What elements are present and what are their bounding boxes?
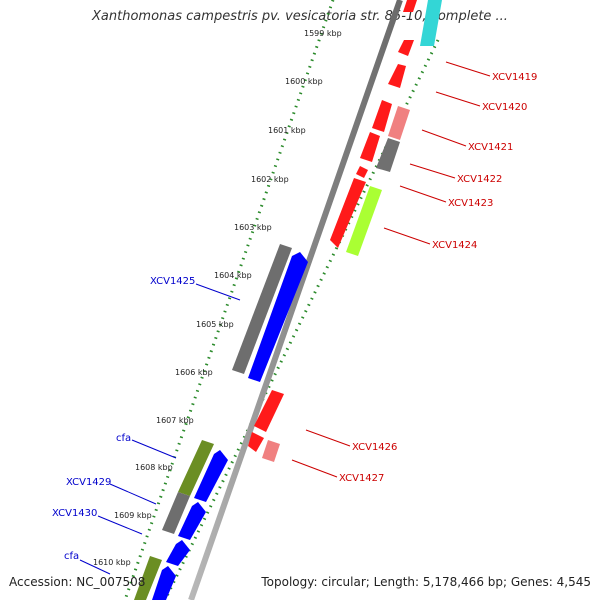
gene-label-xcv1430[interactable]: XCV1430 (52, 508, 97, 519)
tick-label-1607: 1607 kbp (156, 416, 194, 425)
tick-label-1604: 1604 kbp (214, 271, 252, 280)
outer-dotted-track (163, 39, 440, 600)
gene-gray (376, 138, 400, 172)
tick-label-1601: 1601 kbp (268, 126, 306, 135)
forward-features (134, 244, 308, 600)
forward-labels: XCV1425 cfa XCV1429 XCV1430 cfa (52, 276, 195, 562)
tick-label-1610: 1610 kbp (93, 558, 131, 567)
tick-label-1600: 1600 kbp (285, 77, 323, 86)
gene-label-xcv1424[interactable]: XCV1424 (432, 240, 477, 251)
callout-lines (79, 61, 491, 575)
tick-label-1602: 1602 kbp (251, 175, 289, 184)
gene-red (403, 0, 417, 12)
gene-pink (388, 106, 410, 140)
gene-label-xcv1420[interactable]: XCV1420 (482, 102, 527, 113)
tick-label-1609: 1609 kbp (114, 511, 152, 520)
tick-label-1608: 1608 kbp (135, 463, 173, 472)
gene-blue (194, 450, 228, 502)
scale-ticks: 1599 kbp 1600 kbp 1601 kbp 1602 kbp 1603… (93, 29, 342, 567)
gene-label-xcv1422[interactable]: XCV1422 (457, 174, 502, 185)
gene-red (360, 132, 380, 162)
gene-pink (262, 440, 280, 462)
tick-label-1603: 1603 kbp (234, 223, 272, 232)
gene-red (398, 40, 414, 56)
reverse-labels: XCV1419 XCV1420 XCV1421 XCV1422 XCV1423 … (339, 72, 537, 484)
gene-label-xcv1427[interactable]: XCV1427 (339, 473, 384, 484)
backbone (188, 0, 403, 600)
gene-label-xcv1429[interactable]: XCV1429 (66, 477, 111, 488)
gene-red (372, 100, 392, 132)
accession-label: Accession: NC_007508 (9, 575, 146, 589)
gene-gray (232, 244, 292, 374)
inner-dotted-track (123, 0, 335, 600)
tick-label-1599: 1599 kbp (304, 29, 342, 38)
gene-red (254, 390, 284, 432)
gene-red (330, 178, 366, 248)
gene-olive (178, 440, 214, 496)
tick-label-1606: 1606 kbp (175, 368, 213, 377)
gene-olive (134, 556, 162, 600)
gene-label-cfa[interactable]: cfa (116, 433, 131, 444)
gene-gray (162, 492, 190, 534)
gene-blue (178, 502, 206, 540)
gene-blue (248, 252, 308, 382)
gene-blue (152, 566, 176, 600)
gene-lightgreen (346, 186, 382, 256)
map-title: Xanthomonas campestris pv. vesicatoria s… (92, 9, 508, 24)
gene-label-xcv1423[interactable]: XCV1423 (448, 198, 493, 209)
gene-red (248, 432, 264, 452)
gene-cyan (420, 0, 442, 46)
gene-label-xcv1425[interactable]: XCV1425 (150, 276, 195, 287)
gene-label-xcv1421[interactable]: XCV1421 (468, 142, 513, 153)
gene-label-xcv1426[interactable]: XCV1426 (352, 442, 397, 453)
topology-summary: Topology: circular; Length: 5,178,466 bp… (261, 575, 591, 589)
reverse-features (248, 0, 442, 462)
gene-label-cfa-2[interactable]: cfa (64, 551, 79, 562)
gene-blue (166, 540, 190, 566)
gene-red (356, 166, 368, 178)
gene-red (388, 64, 406, 88)
gene-label-xcv1419[interactable]: XCV1419 (492, 72, 537, 83)
tick-label-1605: 1605 kbp (196, 320, 234, 329)
